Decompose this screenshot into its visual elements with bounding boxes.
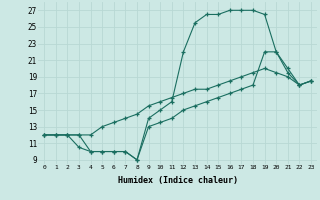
X-axis label: Humidex (Indice chaleur): Humidex (Indice chaleur)	[118, 176, 238, 185]
